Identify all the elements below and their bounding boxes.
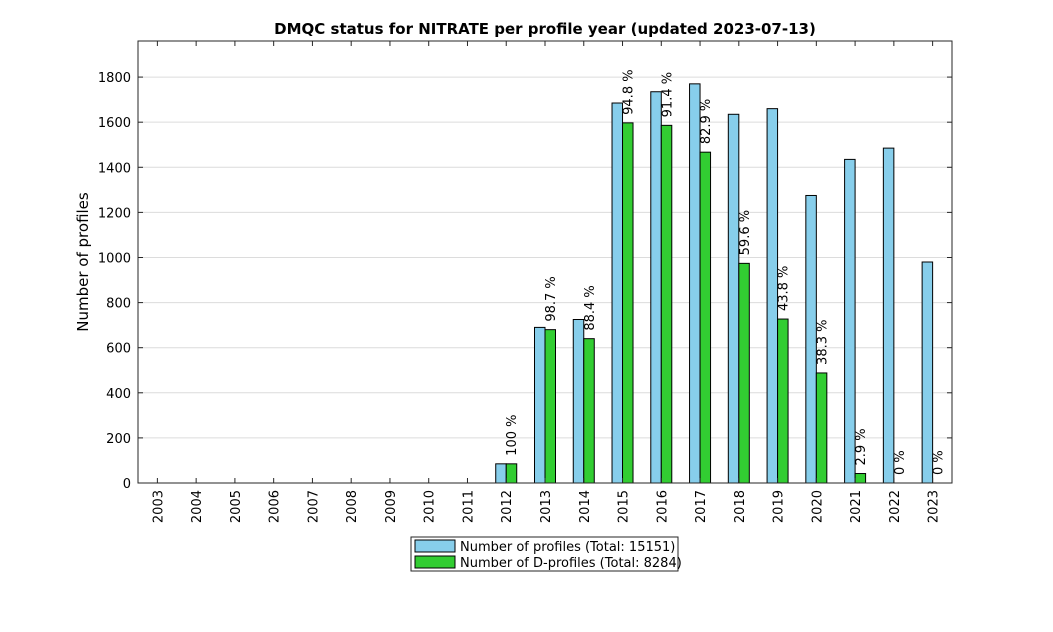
legend-label-d-profiles: Number of D-profiles (Total: 8284) (460, 556, 682, 571)
percent-label: 43.8 % (777, 266, 792, 311)
percent-label: 0 % (893, 450, 908, 475)
bar-profiles (611, 102, 624, 484)
bar-d-profiles (660, 124, 673, 484)
bar-d-profiles (699, 151, 712, 484)
bar-d-profiles (738, 262, 750, 484)
bar-d-profiles (815, 372, 828, 484)
bar-profiles (495, 463, 507, 484)
x-tick-label: 2015 (617, 490, 632, 523)
x-tick-label: 2014 (578, 490, 593, 523)
y-tick-label: 600 (106, 342, 131, 357)
y-axis-label: Number of profiles (74, 192, 92, 332)
x-axis: 2003 2004 2005 2006 2007 2008 2009 2010 2011 2012… (151, 41, 942, 523)
bar-d-profiles (583, 338, 595, 484)
y-tick-label: 1400 (98, 161, 131, 176)
legend-swatch-profiles (414, 539, 456, 553)
percent-label: 82.9 % (699, 99, 714, 144)
bar-profiles (572, 319, 585, 484)
y-tick-label: 1600 (98, 116, 131, 131)
x-tick-label: 2006 (268, 490, 283, 523)
x-tick-label: 2018 (733, 490, 748, 523)
bar-profiles (534, 326, 546, 484)
x-tick-label: 2005 (229, 490, 244, 523)
bar-d-profiles (622, 122, 634, 484)
bar-profiles (921, 261, 934, 484)
percent-label: 98.7 % (544, 276, 559, 321)
bar-d-profiles (777, 318, 789, 484)
bar-profiles (882, 147, 895, 484)
y-tick-label: 400 (106, 387, 131, 402)
bar-profiles (650, 91, 662, 484)
legend-label-profiles: Number of profiles (Total: 15151) (460, 540, 675, 555)
y-tick-label: 800 (106, 297, 131, 312)
y-tick-label: 1800 (98, 71, 131, 86)
x-tick-label: 2004 (190, 490, 205, 523)
percent-label: 2.9 % (854, 428, 869, 465)
x-tick-label: 2013 (539, 490, 554, 523)
percent-label: 88.4 % (583, 285, 598, 330)
bar-d-profiles (854, 473, 867, 484)
x-tick-label: 2009 (384, 490, 399, 523)
x-tick-label: 2011 (461, 490, 476, 523)
percent-label: 59.6 % (738, 210, 753, 255)
x-tick-label: 2019 (772, 490, 787, 523)
chart-title: DMQC status for NITRATE per profile year… (274, 20, 816, 38)
y-tick-label: 200 (106, 432, 131, 447)
grid (138, 76, 952, 439)
x-tick-label: 2012 (500, 490, 515, 523)
y-axis: 0 200 400 600 800 1000 1200 1400 1600 1800 (98, 71, 952, 492)
x-tick-label: 2020 (810, 490, 825, 523)
percent-label: 38.3 % (815, 320, 830, 365)
percent-label: 91.4 % (660, 72, 675, 117)
y-tick-label: 1000 (98, 251, 131, 266)
percent-labels: 100 % 98.7 % 88.4 % 94.8 % 91.4 % 82.9 % 59.6 … (505, 69, 946, 475)
percent-label: 0 % (932, 450, 947, 475)
x-tick-label: 2008 (345, 490, 360, 523)
bar-d-profiles (544, 329, 556, 484)
percent-label: 100 % (505, 415, 520, 456)
bar-profiles (727, 113, 740, 484)
y-tick-label: 1200 (98, 206, 131, 221)
legend-swatch-d-profiles (414, 555, 456, 569)
bars (495, 83, 934, 484)
y-tick-label: 0 (123, 477, 131, 492)
x-tick-label: 2010 (423, 490, 438, 523)
x-tick-label: 2023 (927, 490, 942, 523)
legend: Number of profiles (Total: 15151) Number… (410, 536, 682, 572)
x-tick-label: 2017 (694, 490, 709, 523)
x-tick-label: 2022 (888, 490, 903, 523)
x-tick-label: 2021 (849, 490, 864, 523)
bar-d-profiles (505, 463, 518, 484)
percent-label: 94.8 % (622, 69, 637, 114)
x-tick-label: 2003 (151, 490, 166, 523)
x-tick-label: 2007 (306, 490, 321, 523)
x-tick-label: 2016 (655, 490, 670, 523)
